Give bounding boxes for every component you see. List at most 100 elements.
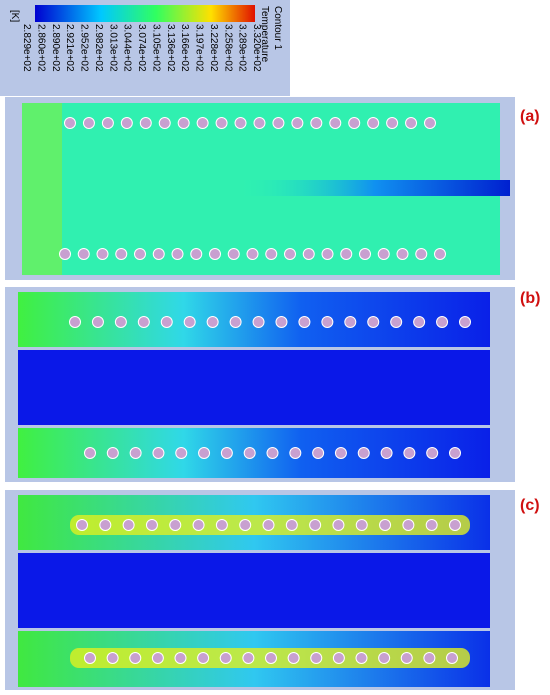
hole xyxy=(340,248,353,260)
hole xyxy=(434,248,446,260)
hole xyxy=(449,519,461,531)
hole xyxy=(334,447,347,459)
hole xyxy=(367,316,380,328)
hole xyxy=(396,248,409,260)
hole xyxy=(400,652,413,664)
hole xyxy=(344,316,357,328)
hole xyxy=(151,652,164,664)
hole xyxy=(196,117,209,129)
hole xyxy=(96,248,109,260)
hole xyxy=(291,117,304,129)
hole xyxy=(229,316,242,328)
hole xyxy=(239,519,252,531)
hole xyxy=(77,248,90,260)
hole xyxy=(106,447,119,459)
hole xyxy=(246,248,259,260)
hole xyxy=(183,316,196,328)
legend-label: 3.320e+02 xyxy=(251,24,262,72)
hole xyxy=(99,519,112,531)
hole xyxy=(436,316,449,328)
legend-label: 2.921e+02 xyxy=(64,24,75,72)
legend-subtitle: Contour 1 xyxy=(272,6,283,50)
hole xyxy=(220,447,233,459)
legend-label: 2.952e+02 xyxy=(79,24,90,72)
hole xyxy=(91,316,104,328)
hole xyxy=(446,652,458,664)
legend-label: 3.074e+02 xyxy=(136,24,147,72)
hole xyxy=(76,519,88,531)
hole xyxy=(262,519,275,531)
hole xyxy=(253,117,266,129)
hole xyxy=(198,447,211,459)
hole xyxy=(174,652,187,664)
legend-label: 3.105e+02 xyxy=(150,24,161,72)
hole xyxy=(209,248,221,260)
hole xyxy=(171,248,184,260)
hole xyxy=(310,117,323,129)
hole xyxy=(355,519,368,531)
hole xyxy=(265,248,278,260)
hole xyxy=(285,519,298,531)
hole xyxy=(243,447,256,459)
legend-label: 3.258e+02 xyxy=(222,24,233,72)
legend-unit: [K] xyxy=(9,10,20,22)
hole xyxy=(252,316,265,328)
hole xyxy=(84,652,96,664)
hole xyxy=(129,652,142,664)
hole xyxy=(377,248,390,260)
hole xyxy=(101,117,114,129)
hole xyxy=(386,117,399,129)
hole xyxy=(134,248,146,260)
legend-label: 3.013e+02 xyxy=(107,24,118,72)
hole xyxy=(129,447,142,459)
hole xyxy=(380,447,393,459)
panel-label: (b) xyxy=(520,290,540,307)
hole xyxy=(310,652,323,664)
legend-label: 3.289e+02 xyxy=(237,24,248,72)
hole xyxy=(272,117,285,129)
hole xyxy=(137,316,150,328)
hole xyxy=(332,652,345,664)
legend-label: 2.982e+02 xyxy=(93,24,104,72)
hole xyxy=(190,248,203,260)
hole xyxy=(378,652,391,664)
hole xyxy=(355,652,368,664)
legend-label: 2.860e+02 xyxy=(35,24,46,72)
hole xyxy=(415,248,428,260)
hole xyxy=(287,652,300,664)
hole xyxy=(145,519,158,531)
hole xyxy=(242,652,255,664)
hole xyxy=(321,316,334,328)
panel-label: (a) xyxy=(520,108,540,125)
hole xyxy=(423,652,436,664)
hole xyxy=(219,652,232,664)
panel-b-mid xyxy=(18,350,490,425)
hole xyxy=(357,447,370,459)
hole xyxy=(359,248,371,260)
hole xyxy=(206,316,219,328)
colorbar xyxy=(35,5,255,22)
hole xyxy=(413,316,426,328)
hole xyxy=(59,248,71,260)
wall-zone xyxy=(22,103,62,275)
hole xyxy=(175,447,188,459)
hole xyxy=(284,248,296,260)
legend-label: 3.044e+02 xyxy=(122,24,133,72)
hole xyxy=(329,117,342,129)
hole xyxy=(424,117,436,129)
hole xyxy=(122,519,135,531)
legend-label: 2.829e+02 xyxy=(21,24,32,72)
hole xyxy=(139,117,152,129)
legend-label: 3.228e+02 xyxy=(208,24,219,72)
hole xyxy=(114,316,127,328)
legend-label: 3.136e+02 xyxy=(165,24,176,72)
hole xyxy=(152,447,165,459)
hole xyxy=(64,117,76,129)
hole xyxy=(402,519,415,531)
panel-c-mid xyxy=(18,553,490,628)
hole xyxy=(425,519,438,531)
hole xyxy=(215,117,228,129)
legend-label: 3.197e+02 xyxy=(194,24,205,72)
hole xyxy=(302,248,315,260)
